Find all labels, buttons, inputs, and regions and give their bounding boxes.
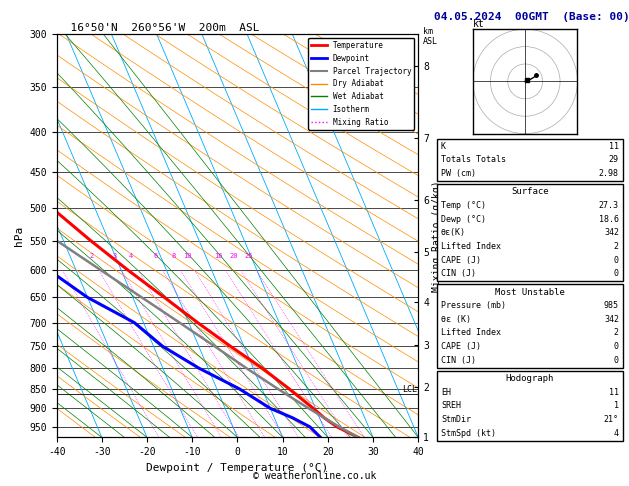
Text: 3: 3 (113, 253, 117, 259)
Text: Lifted Index: Lifted Index (441, 242, 501, 251)
Text: StmSpd (kt): StmSpd (kt) (441, 429, 496, 437)
Text: 18.6: 18.6 (599, 215, 619, 224)
Text: 2.98: 2.98 (599, 169, 619, 178)
Text: CIN (J): CIN (J) (441, 356, 476, 364)
Text: SREH: SREH (441, 401, 461, 410)
X-axis label: Dewpoint / Temperature (°C): Dewpoint / Temperature (°C) (147, 463, 328, 473)
Text: Totals Totals: Totals Totals (441, 156, 506, 164)
Text: CIN (J): CIN (J) (441, 269, 476, 278)
Text: 10: 10 (183, 253, 192, 259)
Text: Hodograph: Hodograph (506, 374, 554, 383)
Text: K: K (441, 142, 446, 151)
Text: km
ASL: km ASL (423, 27, 438, 46)
Text: 342: 342 (604, 228, 619, 237)
Text: 4: 4 (129, 253, 133, 259)
Text: 04.05.2024  00GMT  (Base: 00): 04.05.2024 00GMT (Base: 00) (434, 12, 629, 22)
Text: Dewp (°C): Dewp (°C) (441, 215, 486, 224)
Text: 8: 8 (171, 253, 175, 259)
Text: θε(K): θε(K) (441, 228, 466, 237)
Text: 29: 29 (609, 156, 619, 164)
Text: 25: 25 (245, 253, 253, 259)
Text: 2: 2 (614, 242, 619, 251)
Text: EH: EH (441, 388, 451, 397)
Text: 16: 16 (214, 253, 223, 259)
Text: Lifted Index: Lifted Index (441, 329, 501, 337)
Text: 342: 342 (604, 315, 619, 324)
Text: 0: 0 (614, 256, 619, 264)
Y-axis label: Mixing Ratio (g/kg): Mixing Ratio (g/kg) (431, 180, 442, 292)
Text: Surface: Surface (511, 188, 548, 196)
Text: PW (cm): PW (cm) (441, 169, 476, 178)
Text: 4: 4 (614, 429, 619, 437)
Text: Pressure (mb): Pressure (mb) (441, 301, 506, 310)
Text: 11: 11 (609, 142, 619, 151)
Text: 2: 2 (614, 329, 619, 337)
Text: LCL: LCL (402, 385, 417, 394)
Text: 11: 11 (609, 388, 619, 397)
Legend: Temperature, Dewpoint, Parcel Trajectory, Dry Adiabat, Wet Adiabat, Isotherm, Mi: Temperature, Dewpoint, Parcel Trajectory… (308, 38, 415, 130)
Text: 2: 2 (90, 253, 94, 259)
Text: StmDir: StmDir (441, 415, 471, 424)
Text: © weatheronline.co.uk: © weatheronline.co.uk (253, 471, 376, 481)
Text: CAPE (J): CAPE (J) (441, 342, 481, 351)
Text: CAPE (J): CAPE (J) (441, 256, 481, 264)
Text: kt: kt (473, 19, 485, 29)
Text: 27.3: 27.3 (599, 201, 619, 210)
Y-axis label: hPa: hPa (14, 226, 24, 246)
Text: Most Unstable: Most Unstable (495, 288, 565, 296)
Text: 6: 6 (153, 253, 158, 259)
Text: 0: 0 (614, 342, 619, 351)
Text: 1: 1 (614, 401, 619, 410)
Text: 21°: 21° (604, 415, 619, 424)
Text: 20: 20 (229, 253, 238, 259)
Text: 0: 0 (614, 356, 619, 364)
Text: θε (K): θε (K) (441, 315, 471, 324)
Text: 985: 985 (604, 301, 619, 310)
Text: Temp (°C): Temp (°C) (441, 201, 486, 210)
Text: 16°50'N  260°56'W  200m  ASL: 16°50'N 260°56'W 200m ASL (57, 23, 259, 33)
Text: 0: 0 (614, 269, 619, 278)
